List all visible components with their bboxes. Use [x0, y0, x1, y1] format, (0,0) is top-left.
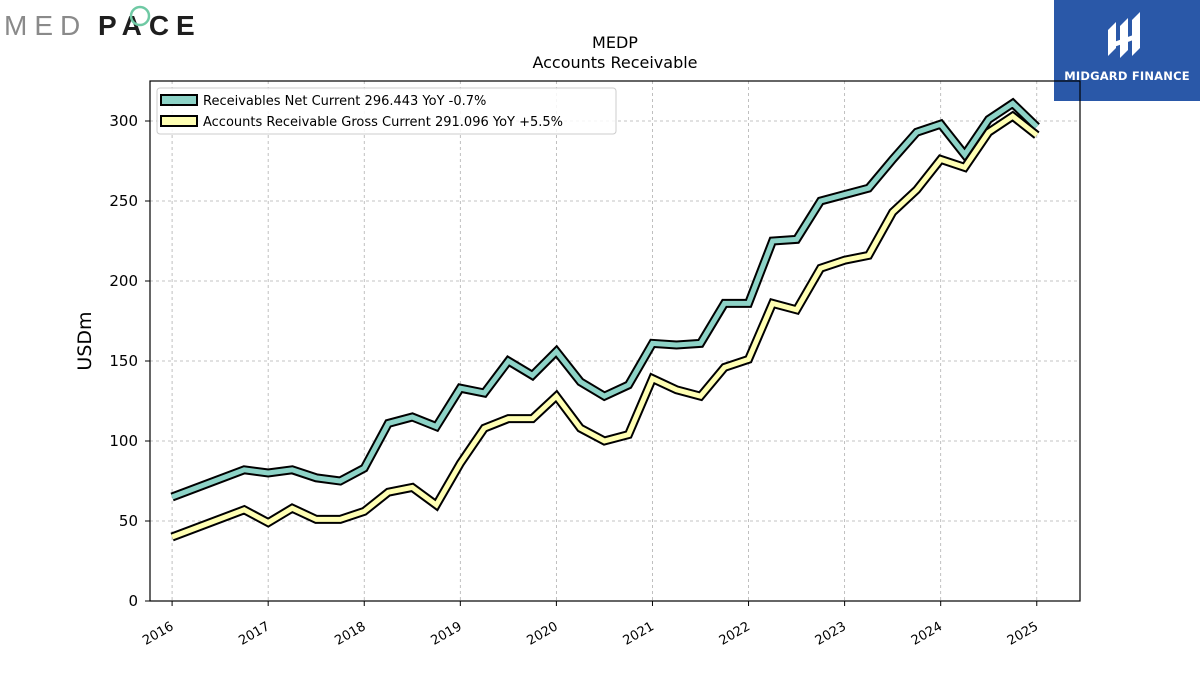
- chart-subtitle: Accounts Receivable: [532, 53, 697, 72]
- x-tick-label: 2025: [1005, 619, 1041, 649]
- midgard-finance-text: MIDGARD FINANCE: [1064, 69, 1190, 83]
- medpace-logo-pace: PACE: [98, 10, 202, 41]
- midgard-finance-logo: MIDGARD FINANCE: [1054, 0, 1200, 101]
- medpace-logo-arc-icon: [129, 5, 151, 27]
- y-tick-label: 300: [109, 112, 138, 130]
- series-1: [170, 110, 1040, 542]
- x-tick-label: 2020: [525, 619, 561, 649]
- x-tick-label: 2017: [236, 619, 272, 649]
- y-tick-label: 100: [109, 432, 138, 450]
- series-line: [171, 113, 1039, 540]
- legend-entry: Receivables Net Current 296.443 YoY -0.7…: [203, 94, 486, 109]
- x-tick-label: 2019: [428, 619, 464, 649]
- x-tick-label: 2021: [621, 619, 657, 649]
- medpace-logo: MED PACE: [4, 4, 219, 44]
- series-0: [170, 97, 1040, 502]
- legend-box: [156, 87, 617, 135]
- medpace-logo-med: MED: [4, 10, 87, 41]
- x-tick-label: 2018: [332, 619, 368, 649]
- legend-swatch: [160, 94, 198, 106]
- y-tick-label: 0: [128, 592, 138, 610]
- series-line: [171, 100, 1039, 500]
- plot-frame: [149, 80, 1081, 602]
- y-tick-label: 250: [109, 192, 138, 210]
- x-tick-label: 2016: [140, 619, 176, 649]
- x-tick-label: 2023: [813, 619, 849, 649]
- y-tick-label: 50: [119, 512, 138, 530]
- chart-title: MEDP: [592, 33, 638, 52]
- legend-entry: Accounts Receivable Gross Current 291.09…: [203, 115, 563, 130]
- x-tick-label: 2022: [717, 619, 753, 649]
- legend-swatch: [160, 115, 198, 127]
- y-tick-label: 150: [109, 352, 138, 370]
- midgard-emblem-icon: [1108, 12, 1140, 58]
- y-axis-label: USDm: [74, 311, 96, 370]
- x-tick-label: 2024: [909, 619, 945, 649]
- y-tick-label: 200: [109, 272, 138, 290]
